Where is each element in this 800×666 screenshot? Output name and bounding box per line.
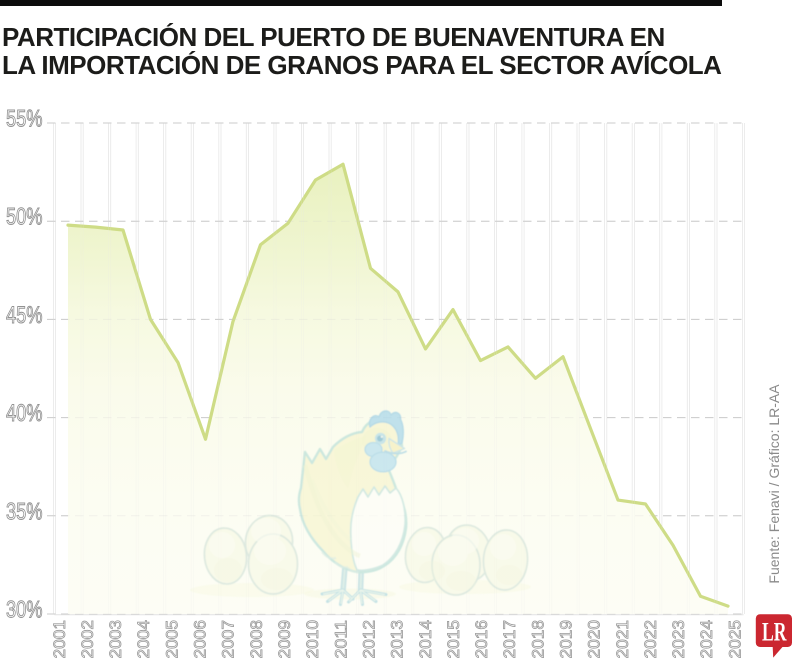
svg-text:45%: 45% [6, 302, 43, 329]
svg-text:2021: 2021 [613, 620, 632, 659]
svg-text:2025: 2025 [725, 620, 744, 659]
svg-text:2016: 2016 [472, 620, 491, 659]
svg-text:2014: 2014 [416, 620, 435, 659]
svg-text:2008: 2008 [247, 620, 266, 659]
svg-text:2018: 2018 [528, 620, 547, 659]
svg-text:LR: LR [762, 618, 787, 647]
svg-text:2020: 2020 [585, 620, 604, 659]
svg-text:2006: 2006 [191, 620, 210, 659]
svg-text:35%: 35% [6, 498, 43, 525]
svg-text:2023: 2023 [669, 620, 688, 659]
svg-text:2017: 2017 [500, 620, 519, 659]
svg-text:2002: 2002 [78, 620, 97, 659]
svg-text:2003: 2003 [106, 620, 125, 659]
svg-text:2019: 2019 [557, 620, 576, 659]
svg-text:2004: 2004 [134, 620, 153, 659]
svg-text:2024: 2024 [697, 620, 716, 659]
svg-text:2011: 2011 [331, 620, 350, 659]
svg-text:55%: 55% [6, 106, 43, 133]
svg-text:2007: 2007 [219, 620, 238, 659]
svg-text:2022: 2022 [641, 620, 660, 659]
svg-text:2012: 2012 [359, 620, 378, 659]
svg-text:2009: 2009 [275, 620, 294, 659]
svg-text:50%: 50% [6, 204, 43, 231]
svg-text:2005: 2005 [162, 620, 181, 659]
svg-text:Fuente: Fenavi / Gráfico: LR-A: Fuente: Fenavi / Gráfico: LR-AA [766, 384, 782, 584]
svg-text:2001: 2001 [50, 620, 69, 659]
svg-text:30%: 30% [6, 597, 43, 624]
svg-text:2015: 2015 [444, 620, 463, 659]
svg-text:2010: 2010 [303, 620, 322, 659]
svg-text:2013: 2013 [388, 620, 407, 659]
svg-text:40%: 40% [6, 400, 43, 427]
